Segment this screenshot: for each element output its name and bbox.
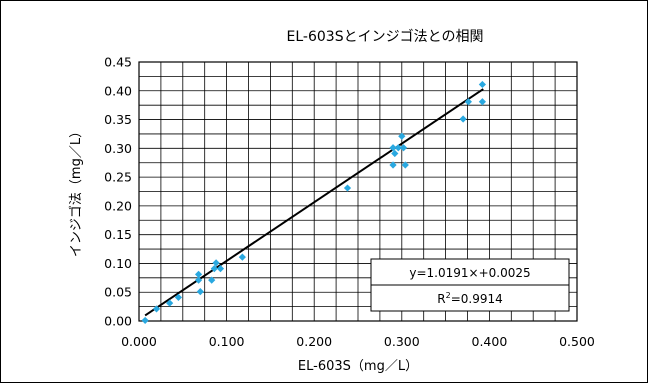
data-point bbox=[464, 98, 472, 106]
data-point bbox=[141, 316, 149, 325]
x-tick-label: 0.500 bbox=[559, 334, 595, 349]
y-tick-label: 0.25 bbox=[104, 170, 132, 185]
x-tick-label: 0.000 bbox=[121, 334, 157, 349]
data-point bbox=[196, 288, 204, 296]
y-tick-label: 0.40 bbox=[104, 83, 132, 98]
x-axis-title: EL-603S（mg／L） bbox=[298, 359, 418, 374]
trendline bbox=[144, 88, 484, 317]
data-point bbox=[208, 276, 216, 284]
data-point bbox=[210, 265, 218, 273]
y-tick-label: 0.05 bbox=[104, 285, 132, 300]
data-point bbox=[394, 144, 402, 152]
data-point bbox=[194, 270, 203, 278]
data-point bbox=[389, 144, 397, 152]
x-tick-labels: 0.000 0.100 0.200 0.300 0.400 0.500 bbox=[121, 334, 595, 349]
plot-area-border bbox=[138, 61, 578, 322]
y-tick-label: 0.30 bbox=[104, 141, 132, 156]
data-point bbox=[212, 259, 220, 267]
data-point bbox=[399, 144, 408, 152]
data-point bbox=[152, 305, 161, 313]
x-tick-label: 0.300 bbox=[384, 334, 420, 349]
y-tick-label: 0.20 bbox=[104, 198, 132, 213]
data-point bbox=[478, 98, 486, 106]
data-point bbox=[216, 265, 225, 273]
trendline-equation: y=1.0191×+0.0025 bbox=[409, 266, 530, 280]
chart-title: EL-603Sとインジゴ法との相関 bbox=[287, 28, 484, 45]
y-tick-labels: 0.00 0.05 0.10 0.15 0.20 0.25 0.30 0.35 0.40 0.45 bbox=[104, 55, 132, 329]
data-point bbox=[391, 149, 399, 158]
data-point bbox=[343, 184, 352, 192]
r-squared: R2=0.9914 bbox=[437, 291, 502, 306]
y-tick-label: 0.35 bbox=[104, 112, 132, 127]
data-point bbox=[459, 115, 467, 123]
data-point bbox=[389, 161, 397, 169]
y-tick-label: 0.00 bbox=[104, 314, 132, 329]
x-tick-label: 0.100 bbox=[209, 334, 245, 349]
data-point bbox=[174, 293, 183, 302]
r-squared-prefix: R bbox=[437, 292, 445, 306]
r-squared-value: =0.9914 bbox=[451, 292, 503, 306]
y-tick-label: 0.45 bbox=[104, 55, 132, 70]
data-points bbox=[141, 80, 486, 325]
y-tick-label: 0.15 bbox=[104, 227, 132, 242]
equation-box: y=1.0191×+0.0025 R2=0.9914 bbox=[370, 258, 570, 312]
data-point bbox=[238, 253, 246, 261]
r-squared-exponent: 2 bbox=[446, 291, 451, 300]
data-point bbox=[401, 161, 409, 169]
x-tick-label: 0.400 bbox=[472, 334, 508, 349]
x-tick-label: 0.200 bbox=[296, 334, 332, 349]
data-point bbox=[166, 299, 174, 307]
data-point bbox=[194, 276, 203, 284]
data-point bbox=[478, 80, 486, 89]
y-tick-label: 0.10 bbox=[104, 256, 132, 271]
data-point bbox=[398, 132, 406, 140]
y-axis-title: インジゴ法（mg／L） bbox=[68, 125, 84, 257]
